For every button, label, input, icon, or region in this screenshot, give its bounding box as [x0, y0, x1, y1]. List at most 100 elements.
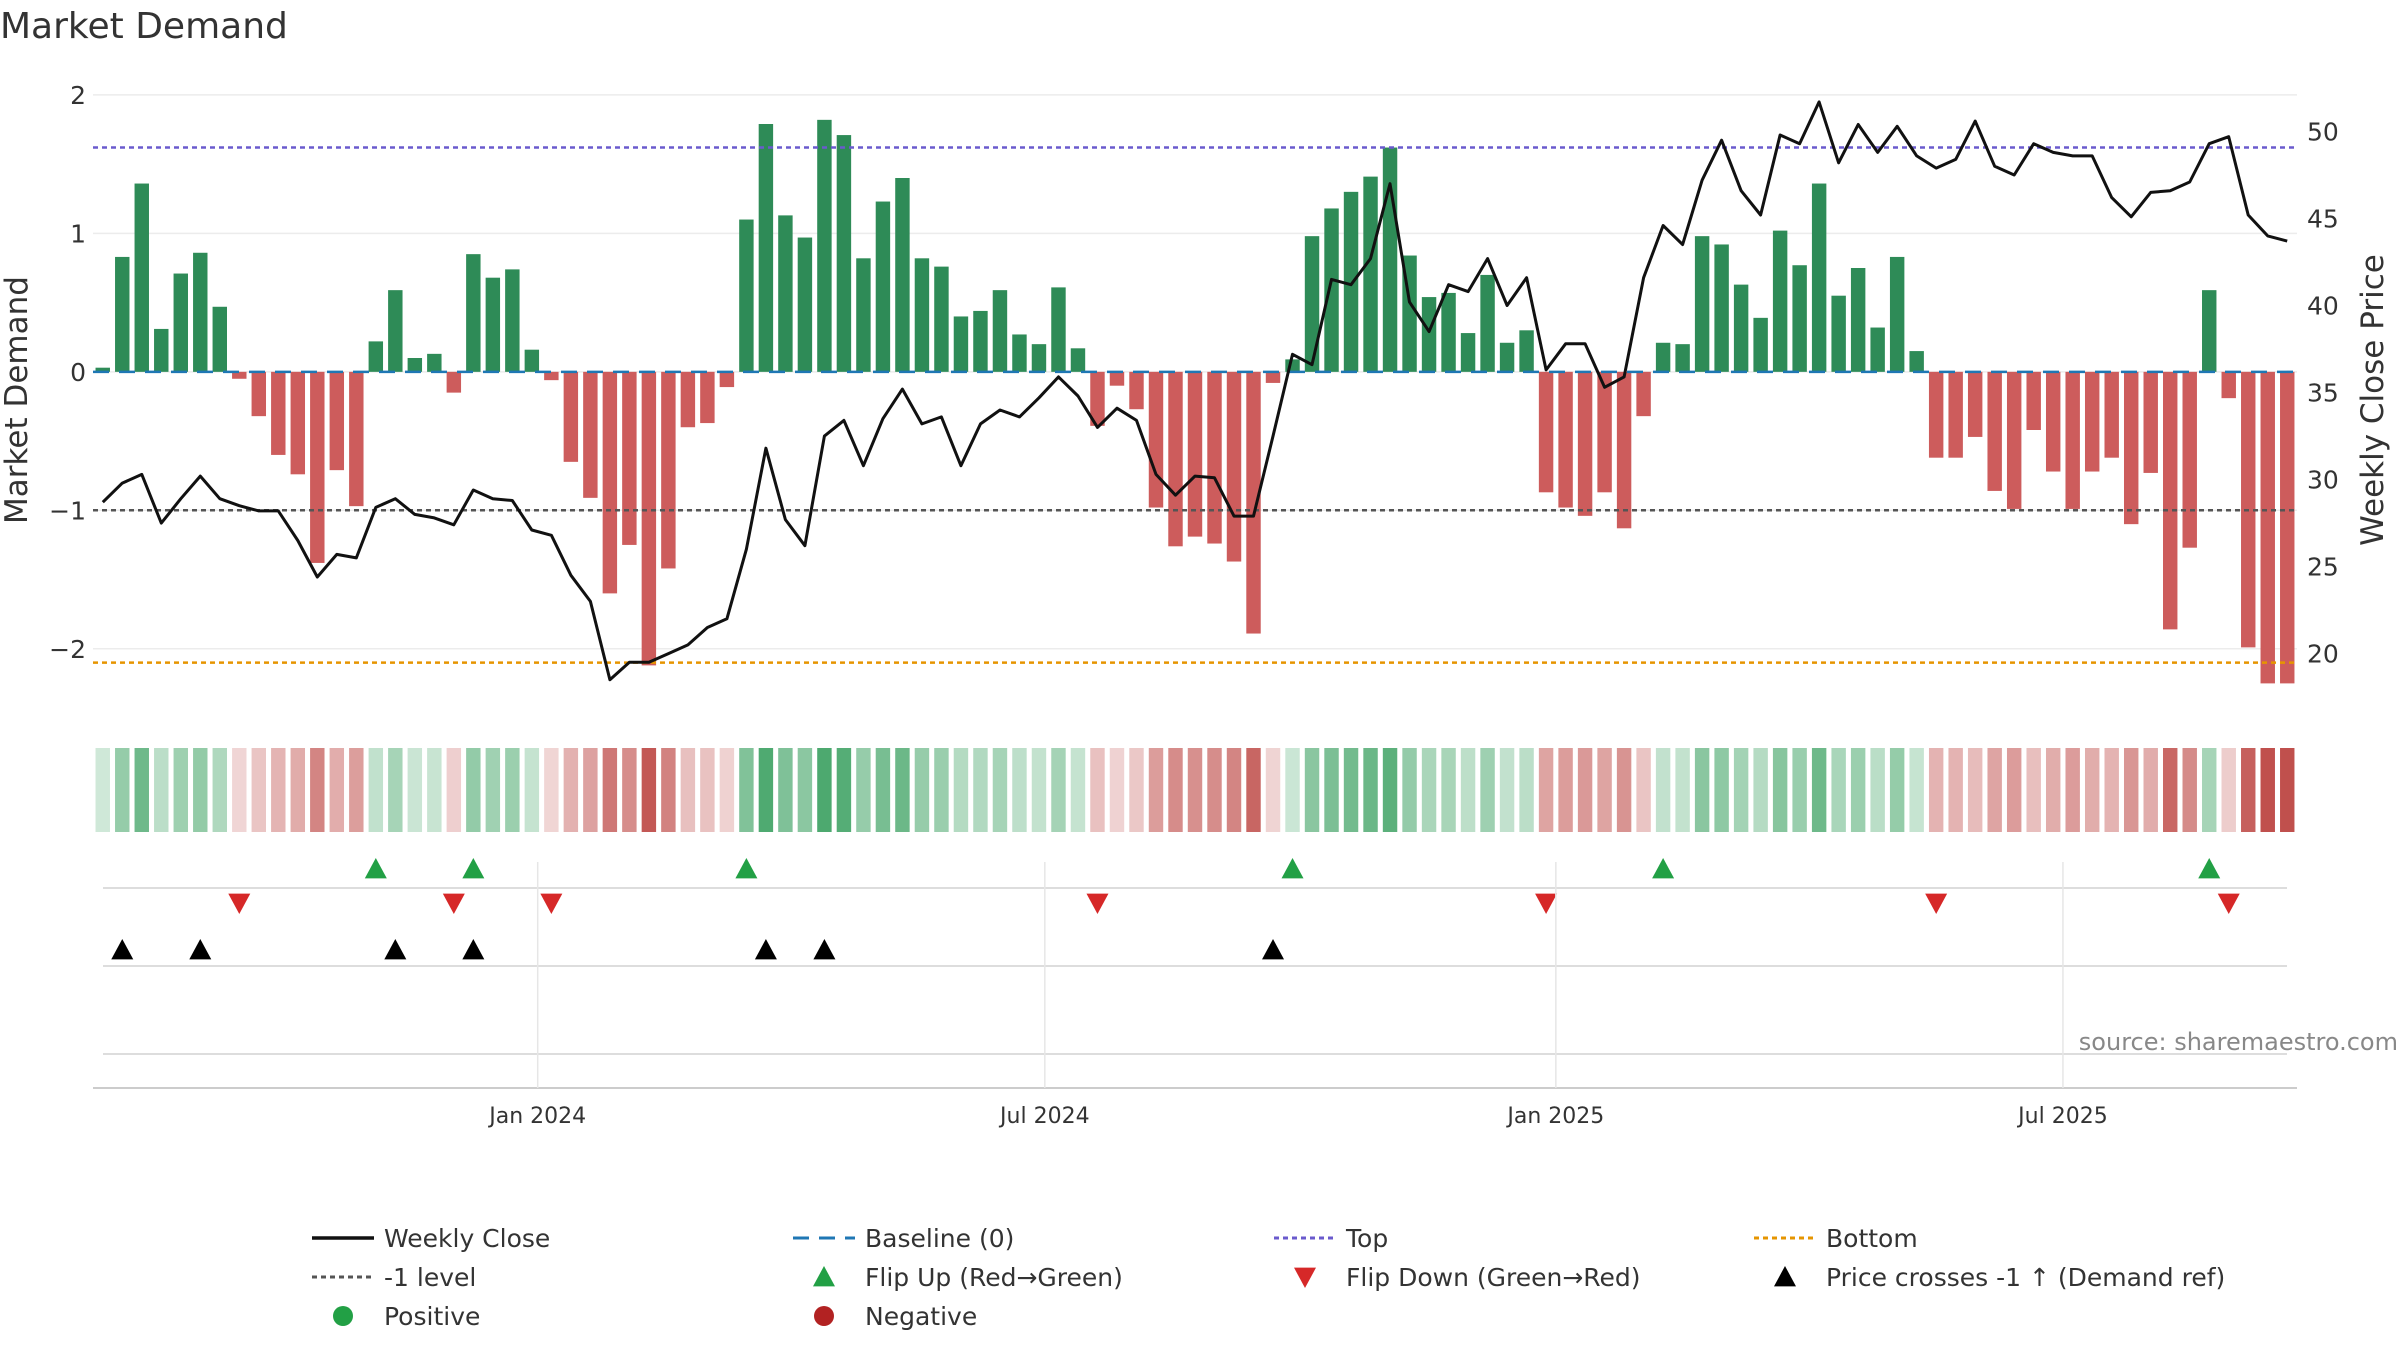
- demand-bar-positive: [1772, 230, 1788, 372]
- flip-up-marker: [1652, 858, 1675, 879]
- y-tick-left: 1: [70, 219, 86, 248]
- demand-bar-positive: [368, 341, 384, 372]
- heat-cell: [1636, 748, 1651, 832]
- demand-bar-positive: [1831, 295, 1846, 372]
- heat-cell: [1207, 748, 1222, 832]
- legend-label: Baseline (0): [865, 1224, 1014, 1253]
- demand-bar-negative: [310, 371, 325, 563]
- heat-cell: [427, 748, 442, 832]
- heat-cell: [1304, 748, 1320, 832]
- heat-cell: [1616, 748, 1632, 832]
- legend: Weekly Close Baseline (0) Top Bottom -1 leve…: [312, 1224, 2225, 1331]
- demand-bar-negative: [1558, 371, 1573, 508]
- demand-bar-positive: [1694, 236, 1710, 372]
- heat-cell: [212, 748, 227, 832]
- demand-bar-positive: [1012, 334, 1027, 372]
- demand-bar-positive: [914, 258, 930, 372]
- heat-cell: [2202, 748, 2217, 832]
- x-tick-label: Jul 2025: [2016, 1104, 2108, 1129]
- demand-bar-negative: [1226, 371, 1242, 562]
- demand-bar-positive: [1480, 274, 1495, 372]
- heat-cell: [173, 748, 188, 832]
- y-tick-right: 20: [2307, 640, 2339, 669]
- heat-cell: [368, 748, 384, 832]
- heat-cell: [563, 748, 579, 832]
- demand-bar-negative: [1636, 371, 1651, 417]
- demand-bar-negative: [329, 371, 345, 471]
- heat-cell: [1675, 748, 1690, 832]
- heat-cell: [700, 748, 715, 832]
- demand-bar-positive: [212, 306, 227, 372]
- demand-bar-negative: [680, 371, 696, 428]
- heat-cell: [895, 748, 910, 832]
- heat-cell: [2280, 748, 2295, 832]
- demand-bar-positive: [1441, 292, 1456, 372]
- heat-cell: [1090, 748, 1105, 832]
- legend-label: Price crosses -1 ↑ (Demand ref): [1826, 1263, 2225, 1292]
- demand-bar-positive: [1519, 330, 1534, 372]
- demand-bar-positive: [992, 290, 1008, 372]
- heat-cell: [1558, 748, 1573, 832]
- heat-cell: [1597, 748, 1612, 832]
- heat-cell: [1831, 748, 1846, 832]
- weekly-close-series: [101, 100, 2288, 682]
- y-axis-label-right: Weekly Close Price: [2355, 254, 2391, 546]
- heat-cell: [739, 748, 754, 832]
- heat-cell: [1928, 748, 1944, 832]
- heat-cell: [1655, 748, 1671, 832]
- heat-cell: [349, 748, 364, 832]
- flip-down-marker: [1535, 893, 1558, 914]
- demand-bar-positive: [1889, 256, 1905, 372]
- heat-cell: [719, 748, 735, 832]
- heat-cell: [934, 748, 949, 832]
- demand-bar-negative: [1148, 371, 1164, 508]
- heat-cell: [388, 748, 403, 832]
- heat-cell: [2182, 748, 2197, 832]
- legend-label: Negative: [865, 1302, 977, 1331]
- demand-bar-negative: [290, 371, 306, 475]
- heat-cell: [232, 748, 247, 832]
- y-tick-right: 30: [2307, 466, 2339, 495]
- demand-bar-positive: [1382, 147, 1398, 372]
- heat-cell: [2084, 748, 2100, 832]
- heat-cell: [193, 748, 208, 832]
- heat-cell: [2026, 748, 2041, 832]
- demand-bar-negative: [2084, 371, 2100, 472]
- demand-bar-positive: [524, 349, 540, 372]
- heat-cell: [992, 748, 1008, 832]
- demand-bar-positive: [1324, 208, 1339, 372]
- heat-cell: [329, 748, 345, 832]
- demand-bar-negative: [1129, 371, 1144, 410]
- demand-bar-positive: [797, 237, 813, 372]
- demand-bar-positive: [1460, 333, 1476, 372]
- heat-cell: [1070, 748, 1086, 832]
- y-tick-right: 40: [2307, 292, 2339, 321]
- flip-down-marker: [1086, 893, 1109, 914]
- heat-cell: [856, 748, 871, 832]
- heat-cell: [1909, 748, 1924, 832]
- heat-cell: [1967, 748, 1983, 832]
- heat-cell: [778, 748, 793, 832]
- legend-item: Positive: [333, 1302, 480, 1331]
- demand-bar-negative: [1265, 371, 1281, 383]
- heat-cell: [1148, 748, 1164, 832]
- legend-label: Bottom: [1826, 1224, 1918, 1253]
- demand-heat-strip: [95, 748, 2295, 832]
- demand-bar-negative: [544, 371, 559, 381]
- price-cross-marker: [813, 939, 836, 960]
- heat-cell: [758, 748, 774, 832]
- price-cross-marker: [1262, 939, 1285, 960]
- x-tick-label: Jul 2024: [998, 1104, 1090, 1129]
- heat-cell: [1285, 748, 1300, 832]
- demand-bar-negative: [1207, 371, 1222, 544]
- demand-bar-negative: [1597, 371, 1612, 493]
- heat-cell: [1577, 748, 1593, 832]
- price-cross-marker: [462, 939, 485, 960]
- demand-bar-negative: [661, 371, 676, 569]
- demand-bar-positive: [1363, 176, 1378, 372]
- flip-down-marker: [1925, 893, 1948, 914]
- demand-bar-negative: [2260, 371, 2275, 684]
- demand-bar-positive: [1753, 317, 1768, 372]
- demand-bar-positive: [739, 219, 754, 372]
- heat-cell: [1051, 748, 1066, 832]
